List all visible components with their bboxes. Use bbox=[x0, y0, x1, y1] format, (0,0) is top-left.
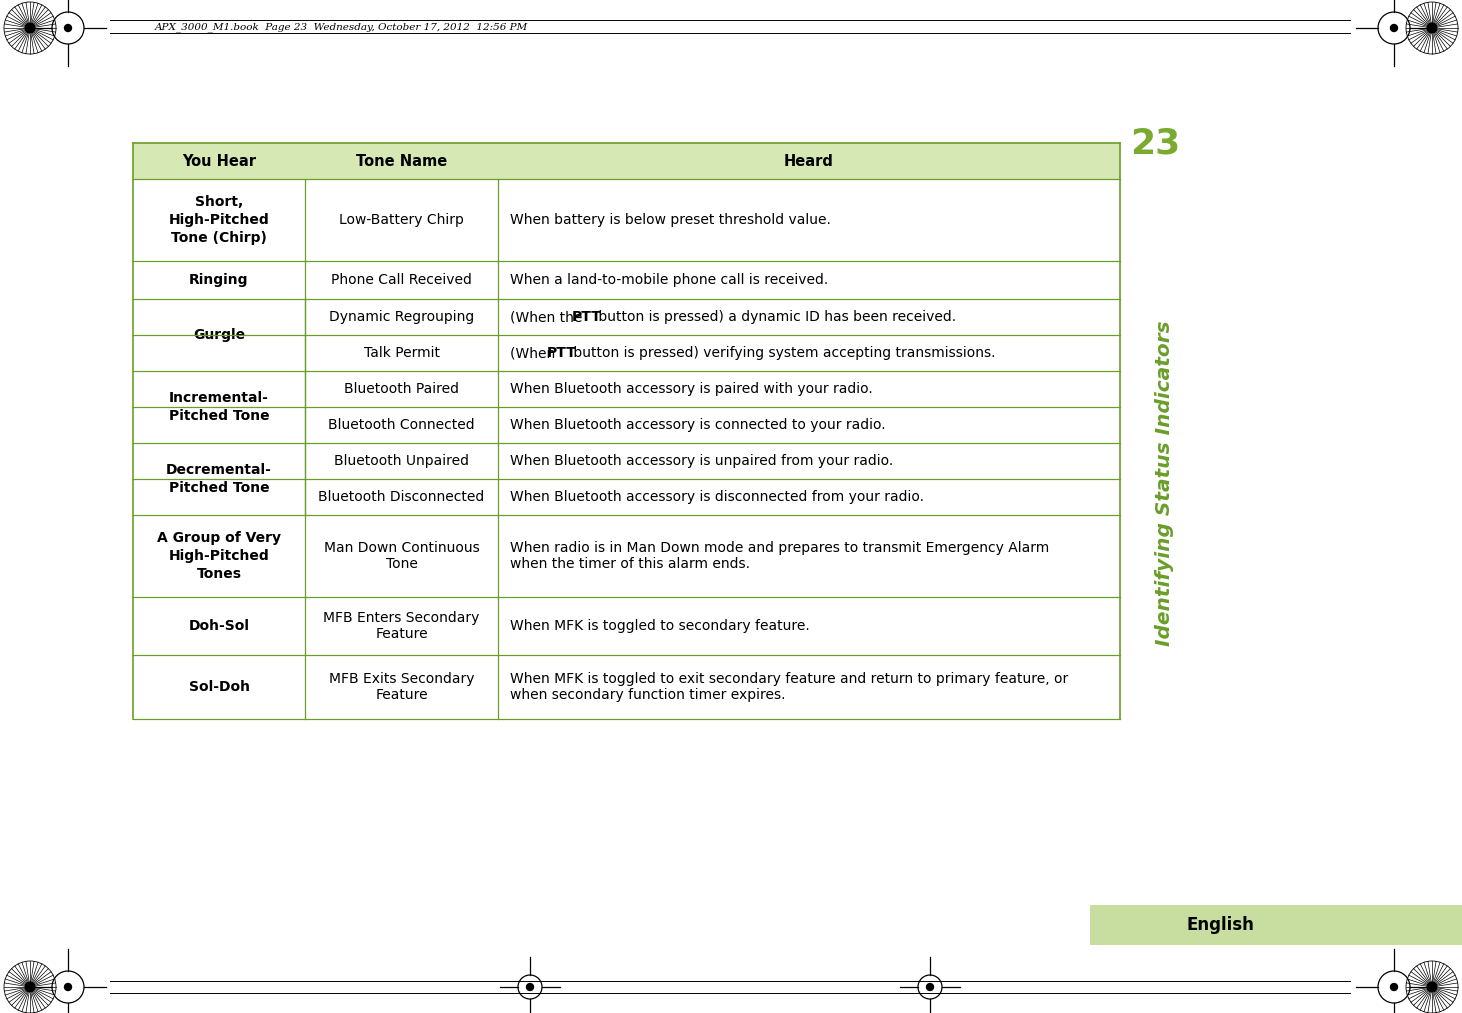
Text: Bluetooth Disconnected: Bluetooth Disconnected bbox=[319, 490, 484, 504]
Text: English: English bbox=[1186, 916, 1254, 934]
Text: (When the: (When the bbox=[510, 310, 586, 324]
Text: Phone Call Received: Phone Call Received bbox=[330, 272, 472, 287]
Text: when secondary function timer expires.: when secondary function timer expires. bbox=[510, 688, 785, 702]
Circle shape bbox=[1427, 982, 1437, 992]
Text: When Bluetooth accessory is paired with your radio.: When Bluetooth accessory is paired with … bbox=[510, 382, 873, 396]
Circle shape bbox=[1390, 984, 1398, 991]
Text: (When: (When bbox=[510, 346, 560, 360]
Text: MFB Enters Secondary
Feature: MFB Enters Secondary Feature bbox=[323, 611, 480, 641]
Text: Man Down Continuous
Tone: Man Down Continuous Tone bbox=[323, 541, 480, 571]
Bar bbox=[133, 143, 1120, 179]
Text: Talk Permit: Talk Permit bbox=[364, 346, 440, 360]
Text: Heard: Heard bbox=[784, 154, 833, 168]
Text: Incremental-
Pitched Tone: Incremental- Pitched Tone bbox=[168, 391, 269, 423]
Text: Doh-Sol: Doh-Sol bbox=[189, 619, 250, 633]
Text: APX_3000_M1.book  Page 23  Wednesday, October 17, 2012  12:56 PM: APX_3000_M1.book Page 23 Wednesday, Octo… bbox=[155, 22, 528, 31]
Text: when the timer of this alarm ends.: when the timer of this alarm ends. bbox=[510, 557, 750, 571]
Text: Low-Battery Chirp: Low-Battery Chirp bbox=[339, 213, 463, 227]
Text: When battery is below preset threshold value.: When battery is below preset threshold v… bbox=[510, 213, 830, 227]
Text: When Bluetooth accessory is unpaired from your radio.: When Bluetooth accessory is unpaired fro… bbox=[510, 454, 893, 468]
Text: Dynamic Regrouping: Dynamic Regrouping bbox=[329, 310, 474, 324]
Text: You Hear: You Hear bbox=[181, 154, 256, 168]
Text: Identifying Status Indicators: Identifying Status Indicators bbox=[1155, 320, 1174, 646]
Text: Bluetooth Unpaired: Bluetooth Unpaired bbox=[333, 454, 469, 468]
Text: Bluetooth Paired: Bluetooth Paired bbox=[344, 382, 459, 396]
Text: Gurgle: Gurgle bbox=[193, 328, 246, 342]
Text: Bluetooth Connected: Bluetooth Connected bbox=[327, 418, 475, 432]
Text: When a land-to-mobile phone call is received.: When a land-to-mobile phone call is rece… bbox=[510, 272, 829, 287]
Text: PTT: PTT bbox=[547, 346, 577, 360]
Text: When MFK is toggled to exit secondary feature and return to primary feature, or: When MFK is toggled to exit secondary fe… bbox=[510, 672, 1069, 686]
Text: Short,
High-Pitched
Tone (Chirp): Short, High-Pitched Tone (Chirp) bbox=[168, 194, 269, 245]
Text: Tone Name: Tone Name bbox=[355, 154, 447, 168]
Circle shape bbox=[64, 984, 72, 991]
Text: Ringing: Ringing bbox=[189, 272, 249, 287]
Text: button is pressed) verifying system accepting transmissions.: button is pressed) verifying system acce… bbox=[569, 346, 996, 360]
Circle shape bbox=[526, 984, 534, 991]
Text: When Bluetooth accessory is connected to your radio.: When Bluetooth accessory is connected to… bbox=[510, 418, 886, 432]
Text: A Group of Very
High-Pitched
Tones: A Group of Very High-Pitched Tones bbox=[156, 531, 281, 581]
Circle shape bbox=[25, 982, 35, 992]
Text: When MFK is toggled to secondary feature.: When MFK is toggled to secondary feature… bbox=[510, 619, 810, 633]
Circle shape bbox=[64, 24, 72, 31]
Circle shape bbox=[927, 984, 934, 991]
Text: PTT: PTT bbox=[572, 310, 601, 324]
Text: Decremental-
Pitched Tone: Decremental- Pitched Tone bbox=[167, 463, 272, 495]
Text: button is pressed) a dynamic ID has been received.: button is pressed) a dynamic ID has been… bbox=[594, 310, 956, 324]
Circle shape bbox=[1427, 23, 1437, 33]
Text: Sol-Doh: Sol-Doh bbox=[189, 680, 250, 694]
Text: When Bluetooth accessory is disconnected from your radio.: When Bluetooth accessory is disconnected… bbox=[510, 490, 924, 504]
Bar bbox=[1091, 905, 1462, 945]
Text: When radio is in Man Down mode and prepares to transmit Emergency Alarm: When radio is in Man Down mode and prepa… bbox=[510, 541, 1050, 555]
Text: 23: 23 bbox=[1130, 126, 1180, 160]
Circle shape bbox=[1390, 24, 1398, 31]
Circle shape bbox=[25, 23, 35, 33]
Text: MFB Exits Secondary
Feature: MFB Exits Secondary Feature bbox=[329, 672, 474, 702]
